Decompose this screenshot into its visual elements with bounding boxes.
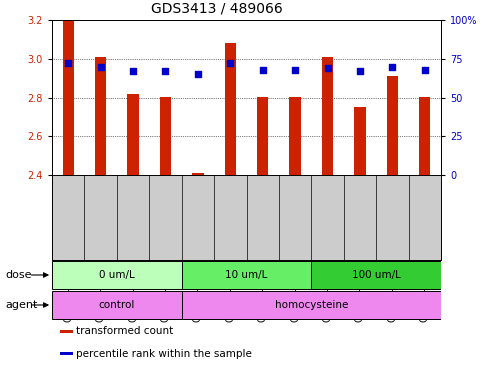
Point	[227, 60, 234, 66]
Point	[388, 63, 396, 70]
Bar	[52, 261, 182, 290]
Text: percentile rank within the sample: percentile rank within the sample	[76, 349, 252, 359]
Point	[421, 66, 428, 73]
Bar	[60, 330, 73, 333]
Text: dose: dose	[5, 270, 31, 280]
Bar	[289, 98, 301, 175]
Text: agent: agent	[5, 300, 37, 310]
Bar	[160, 98, 171, 175]
Bar	[225, 43, 236, 175]
Text: transformed count: transformed count	[76, 326, 173, 336]
Bar	[182, 261, 312, 290]
Text: control: control	[99, 300, 135, 310]
Bar	[192, 173, 203, 175]
Point	[324, 65, 331, 71]
Point	[129, 68, 137, 74]
Bar	[128, 94, 139, 175]
Point	[97, 63, 104, 70]
Point	[259, 66, 267, 73]
Text: 10 um/L: 10 um/L	[225, 270, 268, 280]
Bar	[95, 57, 106, 175]
Point	[194, 71, 202, 77]
Point	[64, 60, 72, 66]
Bar	[52, 291, 182, 319]
Text: 100 um/L: 100 um/L	[352, 270, 400, 280]
Bar	[312, 261, 441, 290]
Bar	[257, 98, 269, 175]
Point	[356, 68, 364, 74]
Text: GDS3413 / 489066: GDS3413 / 489066	[152, 2, 283, 16]
Bar	[322, 57, 333, 175]
Bar	[387, 76, 398, 175]
Bar	[182, 291, 441, 319]
Text: 0 um/L: 0 um/L	[99, 270, 135, 280]
Bar	[60, 352, 73, 355]
Bar	[62, 20, 74, 175]
Text: homocysteine: homocysteine	[275, 300, 348, 310]
Bar	[419, 98, 430, 175]
Bar	[355, 107, 366, 175]
Point	[162, 68, 170, 74]
Point	[291, 66, 299, 73]
